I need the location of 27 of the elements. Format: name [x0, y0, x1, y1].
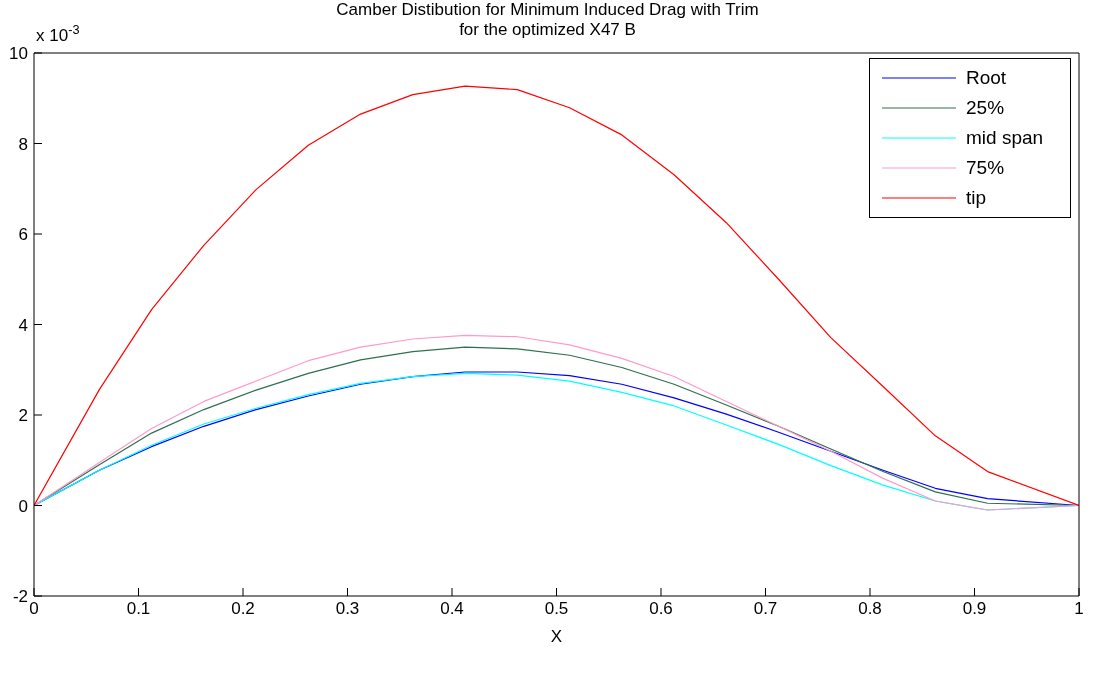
x-tick-label: 0.2: [231, 599, 255, 619]
y-tick-label: 4: [18, 315, 28, 335]
y-tick-label: 10: [9, 44, 28, 64]
legend-label: 75%: [966, 156, 1005, 180]
chart-title: Camber Distibution for Minimum Induced Drag with Trim: [335, 0, 760, 20]
x-tick-label: 0.5: [544, 599, 569, 619]
x-tick-label: 1: [1074, 599, 1084, 619]
y-tick-label: 8: [18, 134, 28, 154]
x-tick-label: 0.9: [962, 599, 987, 619]
line-series: [34, 85, 1079, 507]
y-tick-label: 6: [18, 225, 28, 245]
y-tick-label: -2: [12, 587, 28, 607]
chart-subtitle: for the optimized X47 B: [459, 20, 636, 39]
x-tick-label: 0.4: [440, 599, 464, 619]
x-tick-label: 0.3: [335, 599, 360, 619]
legend-label: 25%: [966, 96, 1005, 120]
y-tick-label: 0: [18, 496, 28, 516]
y-tick-label: 2: [18, 406, 28, 426]
x-tick-label: 0.7: [753, 599, 778, 619]
x-axis-title: X: [550, 627, 563, 646]
legend-label: Root: [966, 66, 1007, 90]
text: x 10$^{-3}$: [36, 21, 80, 45]
x-tick-label: 0.1: [126, 599, 151, 619]
x-tick-label: 0.8: [858, 599, 882, 619]
legend-label: tip: [966, 186, 987, 210]
x-tick-label: 0.6: [649, 599, 673, 619]
legend-label: mid span: [966, 126, 1044, 150]
